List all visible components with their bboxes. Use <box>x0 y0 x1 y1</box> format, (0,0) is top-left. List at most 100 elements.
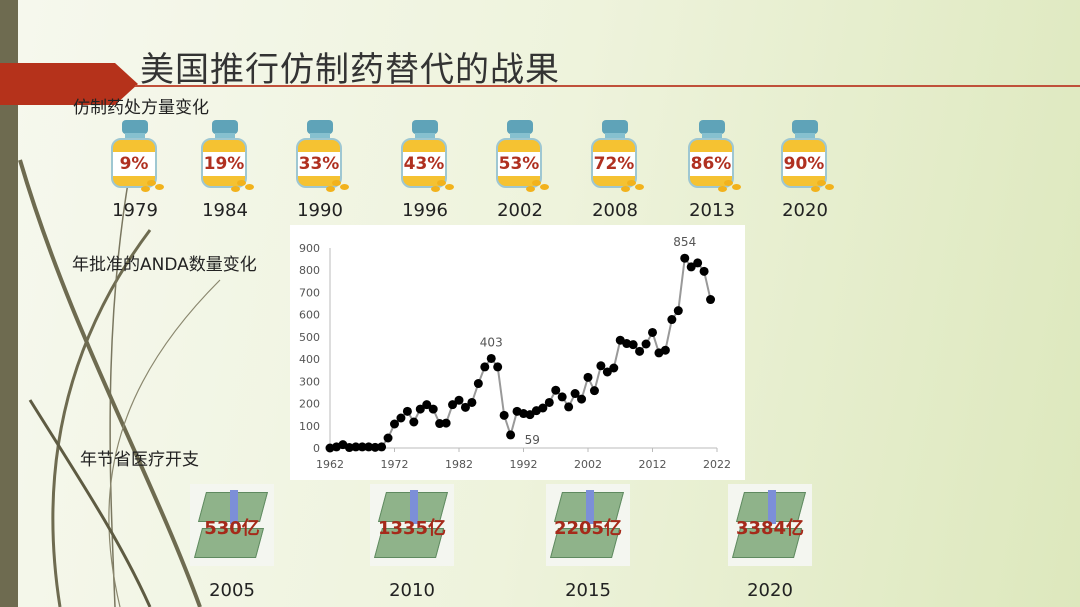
pill-bottle-icon: 86% <box>686 120 741 192</box>
savings-amount: 2205亿 <box>553 518 623 539</box>
pill-bottle-icon: 72% <box>589 120 644 192</box>
data-point <box>686 262 696 272</box>
money-stack-icon: 530亿 <box>190 484 274 566</box>
prescription-share: 86% <box>690 152 732 176</box>
data-point <box>409 417 419 427</box>
data-point <box>441 418 451 428</box>
pill-bottle-icon: 9% <box>109 120 164 192</box>
prescription-share: 90% <box>783 152 825 176</box>
pill-bottle-icon: 33% <box>294 120 349 192</box>
data-point <box>473 379 483 389</box>
anda-chart-svg: 0 100 200 300 400 500 600 700 800 900 1962 1972 1982… <box>299 235 731 471</box>
x-tick-label: 1972 <box>381 458 409 471</box>
savings-label: 年节省医疗开支 <box>80 450 199 470</box>
title-underline <box>135 85 1080 87</box>
x-tick-label: 2002 <box>574 458 602 471</box>
prescription-share: 9% <box>113 152 155 176</box>
data-point <box>609 363 619 373</box>
data-point <box>486 353 496 363</box>
data-point <box>525 410 535 420</box>
data-point <box>364 442 374 452</box>
data-point <box>357 442 367 452</box>
data-point <box>551 385 561 395</box>
data-point <box>493 362 503 372</box>
data-point <box>589 386 599 396</box>
pill-bottle-icon: 43% <box>399 120 454 192</box>
data-point <box>583 372 593 382</box>
data-point <box>660 345 670 355</box>
anda-chart: 0 100 200 300 400 500 600 700 800 900 1962 1972 1982… <box>290 225 745 480</box>
data-point <box>596 361 606 371</box>
y-tick-label: 600 <box>299 309 320 322</box>
y-tick-label: 800 <box>299 264 320 277</box>
data-point <box>538 403 548 413</box>
data-point <box>699 266 709 276</box>
y-tick-label: 400 <box>299 353 320 366</box>
x-tick-label: 1982 <box>445 458 473 471</box>
data-point <box>648 327 657 337</box>
data-point <box>460 402 470 412</box>
prescription-year: 1996 <box>402 200 448 221</box>
data-point <box>577 394 587 404</box>
money-stack-icon: 3384亿 <box>728 484 812 566</box>
data-point <box>673 306 683 316</box>
prescription-share: 53% <box>498 152 540 176</box>
prescription-year: 1990 <box>297 200 343 221</box>
data-point <box>390 419 399 429</box>
y-tick-label: 100 <box>299 420 320 433</box>
savings-year: 2015 <box>565 580 611 601</box>
title-banner-arrow <box>0 63 138 105</box>
y-tick-label: 300 <box>299 375 320 388</box>
data-point <box>383 433 393 443</box>
savings-amount: 530亿 <box>204 518 260 539</box>
data-point <box>680 253 690 263</box>
savings-amount: 1335亿 <box>377 518 447 539</box>
data-point <box>448 400 458 410</box>
prescription-year: 2020 <box>782 200 828 221</box>
data-label: 403 <box>480 335 503 349</box>
money-stack-icon: 1335亿 <box>370 484 454 566</box>
data-point <box>454 395 464 405</box>
data-point <box>377 442 387 452</box>
prescription-year: 2002 <box>497 200 543 221</box>
data-point <box>667 315 677 325</box>
prescription-share: 33% <box>298 152 340 176</box>
data-point <box>544 397 554 407</box>
savings-year: 2005 <box>209 580 255 601</box>
money-stack-icon: 2205亿 <box>546 484 630 566</box>
data-point <box>396 413 406 423</box>
savings-amount: 3384亿 <box>735 518 805 539</box>
data-label: 854 <box>673 235 696 249</box>
data-point <box>641 339 651 349</box>
prescription-year: 1979 <box>112 200 158 221</box>
savings-year: 2010 <box>389 580 435 601</box>
anda-label: 年批准的ANDA数量变化 <box>72 255 257 275</box>
data-point <box>564 402 574 412</box>
prescription-year: 1984 <box>202 200 248 221</box>
x-tick-label: 1962 <box>316 458 344 471</box>
data-point <box>422 400 432 410</box>
slide-title: 美国推行仿制药替代的战果 <box>140 50 560 90</box>
data-point <box>635 346 645 356</box>
series-line <box>329 255 712 449</box>
data-point <box>402 406 412 416</box>
data-point <box>351 442 361 452</box>
prescriptions-label: 仿制药处方量变化 <box>73 98 209 118</box>
prescription-share: 72% <box>593 152 635 176</box>
y-tick-label: 0 <box>313 442 320 455</box>
x-tick-label: 2012 <box>639 458 667 471</box>
savings-year: 2020 <box>747 580 793 601</box>
y-tick-label: 200 <box>299 398 320 411</box>
data-point <box>467 397 477 407</box>
data-point <box>706 295 716 305</box>
prescription-share: 43% <box>403 152 445 176</box>
left-stripe <box>0 0 18 607</box>
data-point <box>506 430 516 440</box>
x-tick-label: 1992 <box>510 458 538 471</box>
prescription-year: 2008 <box>592 200 638 221</box>
prescription-share: 19% <box>203 152 245 176</box>
data-point <box>628 340 638 350</box>
data-point <box>480 362 490 372</box>
data-point <box>415 404 425 414</box>
